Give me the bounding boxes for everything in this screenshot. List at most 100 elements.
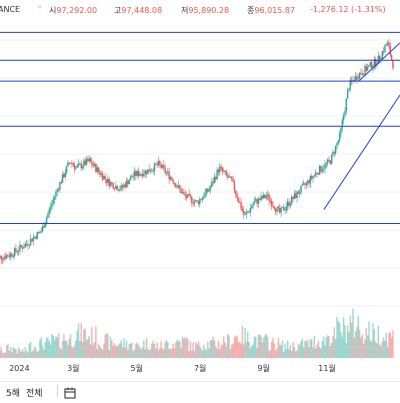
volume-bar — [299, 345, 301, 358]
candle-body — [48, 209, 50, 214]
volume-bar — [71, 346, 73, 358]
volume-bar — [376, 343, 378, 358]
change-readout: -1,276.12 (-1.31%) — [310, 5, 386, 14]
candle-body — [91, 161, 93, 165]
candle-body — [100, 173, 102, 175]
volume-bar — [320, 348, 322, 358]
candle-body — [68, 162, 70, 164]
candle-body — [184, 193, 186, 196]
candle-body — [314, 172, 317, 176]
candle-body — [44, 223, 46, 228]
candle-body — [271, 201, 273, 207]
candle-body — [212, 181, 214, 184]
volume-bar — [72, 347, 74, 358]
volume-bar — [240, 343, 242, 358]
candle-body — [255, 199, 257, 202]
candle-body — [167, 171, 169, 173]
volume-bar — [76, 330, 78, 358]
volume-bar — [236, 335, 238, 358]
candle-body — [295, 193, 297, 198]
candle-body — [88, 158, 90, 162]
candle-body — [392, 59, 394, 69]
volume-bar — [267, 336, 269, 358]
candle-body — [67, 162, 69, 167]
volume-bar — [159, 347, 161, 358]
candle-body — [159, 161, 161, 165]
candle-body — [281, 207, 284, 209]
volume-bar — [217, 340, 220, 358]
candle-body — [382, 51, 385, 53]
volume-bar — [89, 344, 92, 358]
candle-body — [248, 211, 250, 213]
volume-bar — [95, 326, 97, 358]
candle-body — [233, 181, 236, 191]
range-all-button[interactable]: 전체 — [26, 389, 43, 399]
candle-body — [40, 231, 42, 233]
candle-body — [360, 72, 362, 74]
candle-body — [20, 244, 22, 247]
candle-body — [17, 250, 20, 252]
volume-bar — [264, 335, 266, 358]
volume-bar — [87, 338, 89, 358]
candle-body — [320, 166, 322, 172]
volume-bar — [149, 349, 152, 358]
volume-bar — [260, 336, 262, 358]
candle-body — [263, 194, 265, 199]
level-layer[interactable] — [0, 31, 400, 225]
candle-body — [160, 164, 162, 168]
volume-bar — [145, 338, 148, 358]
candle-body — [161, 164, 164, 168]
volume-bar — [44, 342, 46, 358]
candle-body — [180, 188, 182, 194]
volume-bar — [77, 323, 80, 358]
volume-bar — [0, 347, 2, 358]
candle-body — [293, 193, 296, 199]
volume-bar — [132, 350, 134, 358]
volume-bar — [199, 345, 201, 358]
candle-body — [285, 206, 288, 210]
volume-bar — [167, 342, 169, 358]
candle-body — [358, 72, 361, 79]
candle-body — [79, 163, 81, 165]
volume-bar — [24, 347, 26, 358]
volume-bar — [60, 349, 62, 358]
volume-bar — [52, 335, 54, 358]
candle-body — [365, 65, 368, 71]
price-chart[interactable]: 2024 3월 5월 7월 9월 11월 — [0, 0, 400, 381]
volume-bar — [279, 344, 281, 358]
candle-body — [338, 133, 341, 141]
volume-bar — [205, 349, 208, 358]
candle-body — [165, 172, 168, 174]
open-label: 시 — [49, 6, 57, 15]
candle-body — [5, 255, 8, 259]
volume-bar — [297, 343, 300, 358]
volume-bar — [361, 334, 364, 358]
low-readout: 저95,890.28 — [181, 5, 229, 16]
volume-bar — [128, 344, 130, 358]
volume-bar — [350, 322, 353, 358]
candle-body — [208, 189, 210, 192]
candle-body — [139, 174, 141, 177]
candle-body — [215, 177, 217, 180]
volume-bar — [131, 342, 133, 358]
volume-bar — [324, 345, 326, 358]
volume-bar — [124, 347, 126, 358]
calendar-icon[interactable] — [64, 384, 76, 403]
high-value: 97,448.08 — [121, 6, 163, 15]
volume-bar — [224, 342, 226, 358]
volume-bar — [49, 344, 52, 358]
candle-body — [223, 170, 225, 172]
volume-bar — [40, 337, 42, 358]
candle-body — [163, 164, 165, 168]
candle-body — [197, 201, 200, 205]
candle-body — [196, 200, 198, 202]
volume-bar — [129, 343, 132, 358]
volume-bar — [325, 337, 328, 358]
volume-bar — [43, 349, 45, 358]
candle-body — [31, 238, 33, 242]
volume-bar — [140, 349, 142, 358]
candle-body — [227, 174, 229, 178]
range-5y-button[interactable]: 5해 — [6, 389, 21, 399]
candle-body — [147, 169, 149, 175]
volume-bar — [381, 341, 384, 358]
